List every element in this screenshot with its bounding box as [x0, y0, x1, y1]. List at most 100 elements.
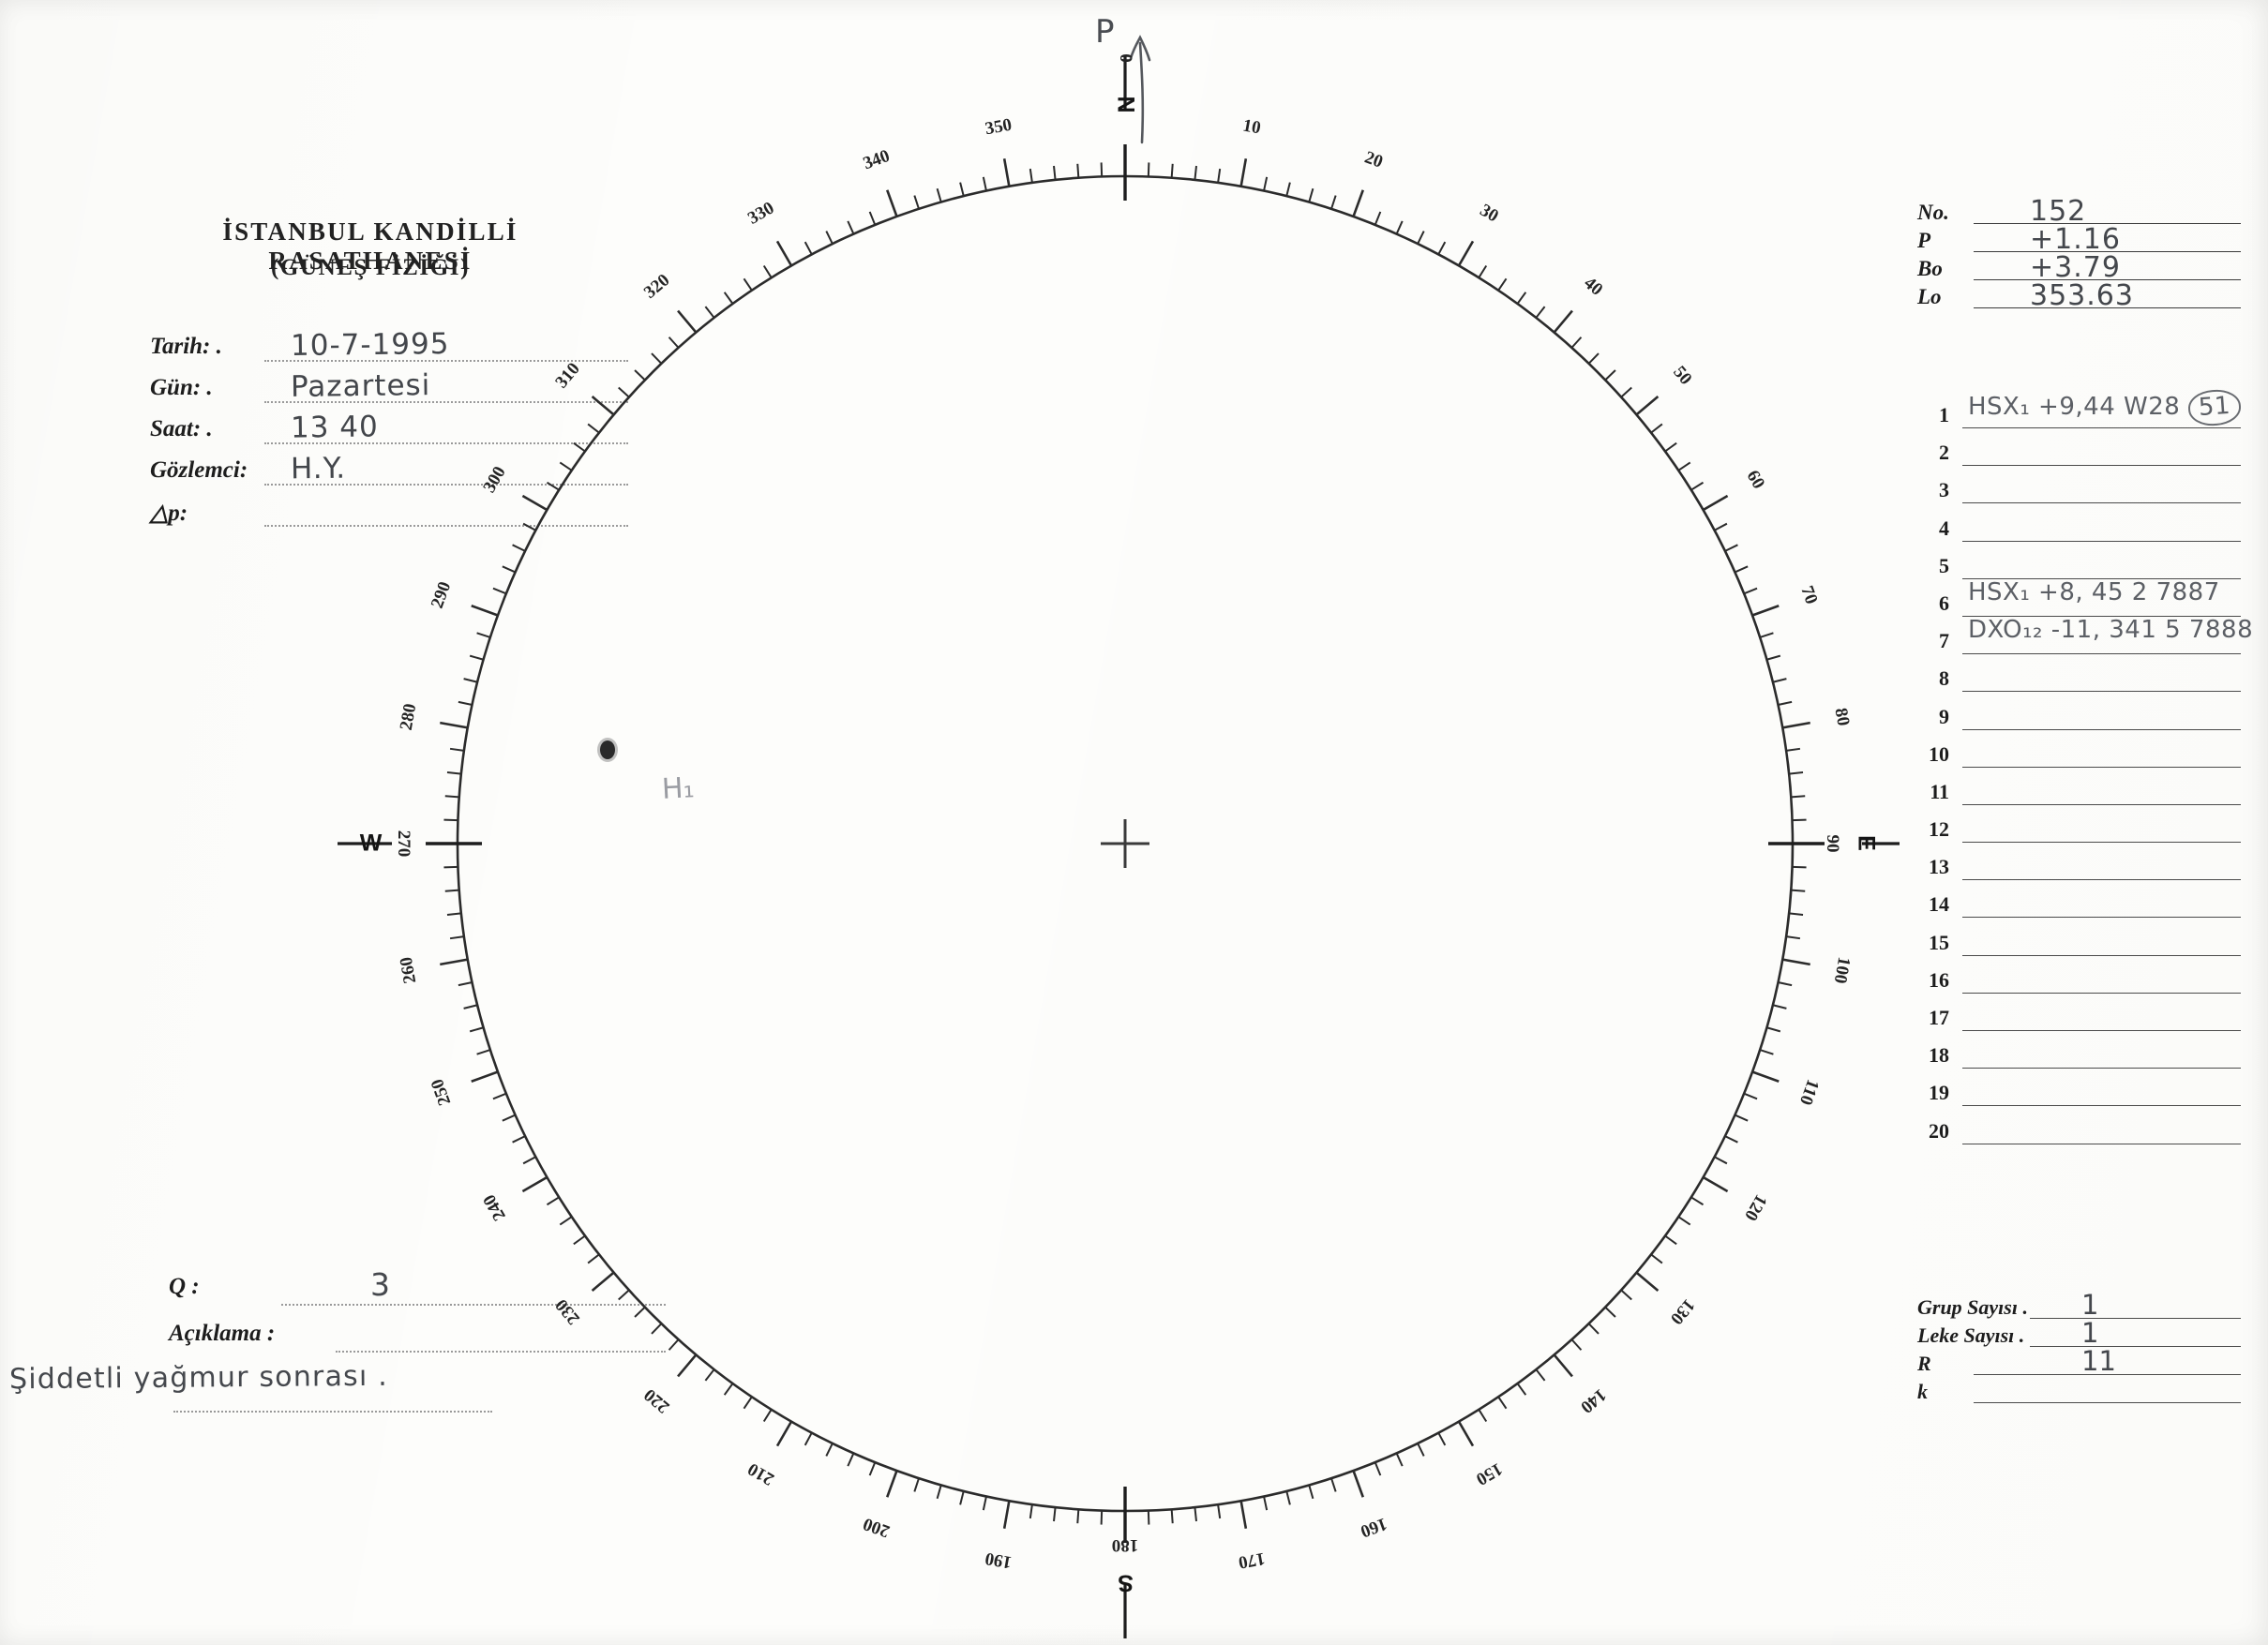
- cardinal-degree-0: 0: [1116, 53, 1135, 63]
- cardinal-label-w: W: [359, 830, 383, 857]
- form-label: △p:: [150, 501, 188, 526]
- form-dotted-line: [264, 525, 628, 527]
- header-field-label: Bo: [1917, 257, 1943, 280]
- observation-row[interactable]: 18: [1917, 1034, 2241, 1071]
- q-value[interactable]: 3: [370, 1266, 390, 1303]
- observation-row[interactable]: 1 HSX₁ +9,44 W28 51: [1917, 388, 2243, 431]
- header-field-value[interactable]: 353.63: [2030, 279, 2134, 312]
- degree-tick-label: 110: [1795, 1077, 1824, 1109]
- row-rule: [1962, 427, 2241, 428]
- row-rule: [1962, 1030, 2241, 1031]
- observation-row[interactable]: 7 DXO₁₂ -11, 341 5 7888: [1917, 616, 2253, 657]
- observation-row[interactable]: 3: [1917, 469, 2241, 506]
- circled-value: 51: [2186, 388, 2243, 427]
- cardinal-outer-stubs: [338, 56, 1900, 1638]
- observation-row[interactable]: 13: [1917, 845, 2241, 883]
- observation-row[interactable]: 20: [1917, 1110, 2241, 1147]
- degree-tick-label: 10: [1240, 115, 1263, 139]
- summary-row: R 11: [1917, 1345, 2241, 1378]
- form-value[interactable]: 13 40: [290, 410, 379, 445]
- row-number: 10: [1929, 741, 1949, 766]
- summary-rule: [1974, 1402, 2241, 1403]
- degree-tick-label: 190: [984, 1548, 1014, 1573]
- summary-value[interactable]: 1: [2081, 1289, 2099, 1321]
- observation-row[interactable]: 14: [1917, 883, 2241, 920]
- degree-tick-label: 170: [1236, 1548, 1267, 1573]
- row-number: 20: [1929, 1118, 1949, 1143]
- row-number: 5: [1939, 553, 1949, 577]
- degree-tick-label: 240: [479, 1190, 510, 1224]
- row-rule: [1962, 615, 2241, 617]
- form-label: Tarih: .: [150, 334, 222, 359]
- observation-row[interactable]: 12: [1917, 808, 2241, 845]
- observation-row[interactable]: 11: [1917, 770, 2241, 808]
- form-row: Gün: . Pazartesi: [150, 368, 638, 411]
- q-label: Q :: [169, 1274, 200, 1299]
- observation-row[interactable]: 2: [1917, 431, 2241, 469]
- row-rule: [1962, 1068, 2241, 1069]
- row-number: 4: [1939, 516, 1949, 540]
- row-number: 2: [1939, 441, 1949, 465]
- note-dotted-line: [173, 1411, 492, 1413]
- observation-row[interactable]: 5: [1917, 545, 2241, 582]
- observation-row[interactable]: 15: [1917, 921, 2241, 959]
- summary-value[interactable]: 11: [2081, 1345, 2116, 1377]
- header-field-row: Lo 353.63: [1917, 279, 2241, 312]
- row-rule: [1962, 803, 2241, 805]
- header-field-label: P: [1917, 229, 1931, 252]
- header-field-row: No. 152: [1917, 195, 2241, 228]
- row-value[interactable]: HSX₁ +9,44 W28 51: [1968, 388, 2243, 427]
- observation-row[interactable]: 16: [1917, 959, 2241, 996]
- header-field-value[interactable]: +3.79: [2030, 251, 2121, 284]
- row-value[interactable]: DXO₁₂ -11, 341 5 7888: [1968, 616, 2254, 645]
- header-field-value[interactable]: 152: [2030, 195, 2087, 228]
- row-number: 17: [1929, 1006, 1949, 1029]
- header-field-row: P +1.16: [1917, 223, 2241, 256]
- row-number: 15: [1929, 930, 1949, 954]
- summary-rule: [1974, 1374, 2241, 1375]
- row-number: 1: [1939, 403, 1949, 426]
- row-value[interactable]: HSX₁ +8, 45 2 7887: [1968, 577, 2220, 606]
- observation-row[interactable]: 4: [1917, 507, 2241, 545]
- cardinal-label-e: E: [1853, 835, 1880, 852]
- header-field-value[interactable]: +1.16: [2030, 223, 2121, 256]
- observation-row[interactable]: 19: [1917, 1071, 2241, 1109]
- cardinal-degree-180: 180: [1111, 1535, 1139, 1555]
- cardinal-degree-270: 270: [394, 830, 413, 858]
- observation-list: 1 HSX₁ +9,44 W28 51 2 3 4 5 6 HSX₁ +8, 45 2 788…: [1917, 388, 2253, 1147]
- degree-tick-label: 40: [1580, 273, 1607, 300]
- observation-row[interactable]: 9: [1917, 695, 2241, 733]
- form-value[interactable]: H.Y.: [290, 451, 347, 486]
- center-crosshair: [1101, 819, 1149, 868]
- header-field-row: Bo +3.79: [1917, 251, 2241, 284]
- row-rule: [1962, 691, 2241, 693]
- form-value[interactable]: 10-7-1995: [290, 326, 450, 364]
- degree-tick-label: 60: [1742, 467, 1769, 493]
- row-number: 7: [1939, 629, 1949, 653]
- observation-row[interactable]: 17: [1917, 996, 2241, 1034]
- summary-panel: Grup Sayısı . 1 Leke Sayısı . 1 R 11 k: [1917, 1289, 2241, 1406]
- row-rule: [1962, 1105, 2241, 1107]
- summary-label: k: [1917, 1380, 1928, 1403]
- row-rule: [1962, 879, 2241, 881]
- summary-row: k: [1917, 1378, 2241, 1406]
- observation-row[interactable]: 10: [1917, 733, 2241, 770]
- q-row: Q : 3: [169, 1266, 666, 1317]
- header-field-rule: [1974, 251, 2241, 252]
- degree-tick-label: 260: [396, 954, 421, 985]
- degree-tick-label: 200: [860, 1513, 893, 1542]
- form-label: Saat: .: [150, 416, 213, 441]
- summary-value[interactable]: 1: [2081, 1317, 2099, 1349]
- observation-row[interactable]: 6 HSX₁ +8, 45 2 7887: [1917, 578, 2241, 620]
- degree-tick-label: 140: [1576, 1384, 1610, 1418]
- degree-tick-label: 210: [744, 1458, 778, 1489]
- sunspot-group-label: H₁: [661, 771, 696, 806]
- form-dotted-line: [264, 360, 628, 362]
- aciklama-note[interactable]: Şiddetli yağmur sonrası .: [8, 1359, 389, 1397]
- observation-row[interactable]: 8: [1917, 657, 2241, 695]
- form-value[interactable]: Pazartesi: [290, 368, 431, 404]
- summary-label: R: [1917, 1352, 1931, 1375]
- row-rule: [1962, 842, 2241, 844]
- row-rule: [1962, 728, 2241, 730]
